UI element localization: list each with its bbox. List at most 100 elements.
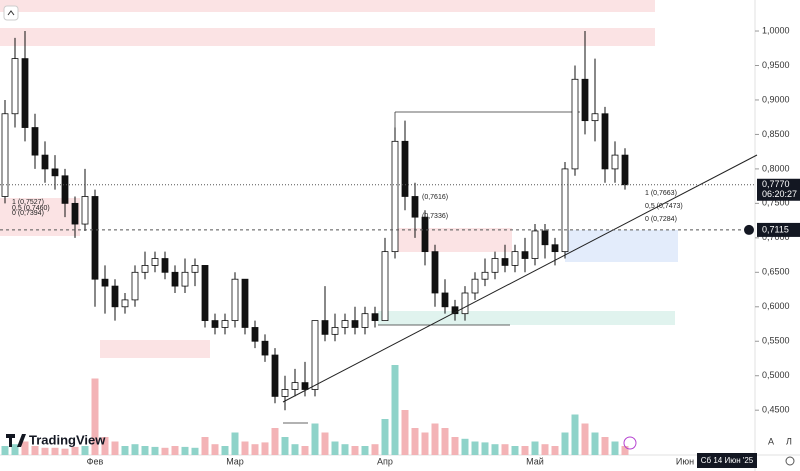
brand: TradingView xyxy=(29,432,106,447)
candle-body xyxy=(571,78,579,170)
volume-bar xyxy=(351,446,359,455)
candle-body xyxy=(241,278,249,328)
last-price-box xyxy=(757,178,800,201)
volume-bar xyxy=(331,441,339,455)
candle-body xyxy=(311,320,319,390)
zone xyxy=(392,228,512,252)
candle-body xyxy=(321,320,329,335)
candle-body xyxy=(191,265,199,273)
candle-body xyxy=(591,113,599,122)
volume-bar xyxy=(261,442,269,455)
volume-bar xyxy=(361,446,369,455)
volume-bar xyxy=(1,446,9,455)
candle-body xyxy=(481,271,489,280)
annotation: 1 (0,7527) xyxy=(12,199,44,206)
volume-bar xyxy=(531,441,539,455)
candle-body xyxy=(541,230,549,246)
volume-bar xyxy=(411,428,419,455)
volume-bar xyxy=(461,438,469,455)
candle-body xyxy=(391,140,399,253)
candle-body xyxy=(101,278,109,287)
candle-body xyxy=(201,265,209,321)
volume-bar xyxy=(241,441,249,455)
y-tick-label: 0,9000 xyxy=(762,94,790,104)
volume-bar xyxy=(611,441,619,455)
y-tick-label: 0,5000 xyxy=(762,370,790,380)
volume-bar xyxy=(441,428,449,455)
candle-body xyxy=(41,154,49,170)
candle-body xyxy=(341,320,349,328)
y-tick-label: 0,8000 xyxy=(762,163,790,173)
volume-bar xyxy=(281,437,289,455)
volume-bar xyxy=(251,444,259,455)
scale-button[interactable]: A xyxy=(768,436,774,446)
x-tick-label: Май xyxy=(526,456,544,466)
alert-icon[interactable] xyxy=(623,436,637,450)
candle-body xyxy=(61,175,69,204)
candle-body xyxy=(521,251,529,259)
candle-body xyxy=(361,313,369,328)
volume-bar xyxy=(581,423,589,455)
candle-body xyxy=(451,306,459,315)
volume-bar xyxy=(191,447,199,455)
annotation: (0,7616) xyxy=(422,194,448,201)
y-tick-label: 0,6500 xyxy=(762,267,790,277)
candle-body xyxy=(251,327,259,342)
candle-body xyxy=(371,313,379,321)
candle-body xyxy=(581,78,589,122)
volume-bar xyxy=(421,432,429,455)
add-button xyxy=(744,224,754,235)
volume-bar xyxy=(231,432,239,455)
candle-body xyxy=(441,292,449,308)
y-tick-label: 0,4500 xyxy=(762,405,790,415)
candle-body xyxy=(331,327,339,335)
volume-bar xyxy=(111,441,119,455)
scale-button[interactable]: Л xyxy=(786,436,792,446)
candle-body xyxy=(621,154,629,186)
volume-bar xyxy=(591,432,599,455)
plot-area xyxy=(1,31,629,455)
volume-bar xyxy=(21,441,29,455)
y-tick-label: 0,9500 xyxy=(762,60,790,70)
volume-bar xyxy=(81,446,89,455)
candle-body xyxy=(351,320,359,328)
volume-bar xyxy=(151,446,159,455)
zone xyxy=(378,311,675,325)
volume-bar xyxy=(291,444,299,455)
volume-bar xyxy=(141,446,149,455)
candle-body xyxy=(281,389,289,397)
settings-icon[interactable] xyxy=(785,456,795,466)
candle-body xyxy=(511,251,519,266)
volume-bar xyxy=(271,428,279,455)
crosshair-price-label: 0,7115 xyxy=(762,224,789,234)
volume-bar xyxy=(201,437,209,455)
zone xyxy=(0,0,655,12)
logo-mark xyxy=(6,434,26,447)
x-tick-label: Июн xyxy=(676,456,694,466)
volume-bar xyxy=(541,444,549,455)
annotation: 1 (0,7663) xyxy=(645,190,677,197)
volume-bar xyxy=(431,423,439,455)
volume-bar xyxy=(521,446,529,455)
collapse-button[interactable] xyxy=(3,5,19,21)
candle-body xyxy=(461,292,469,315)
candle-body xyxy=(221,320,229,328)
candle-body xyxy=(1,113,9,197)
candle-body xyxy=(31,127,39,156)
candle-body xyxy=(491,258,499,273)
y-tick-label: 1,0000 xyxy=(762,25,790,35)
candle-body xyxy=(181,271,189,287)
volume-bar xyxy=(391,365,399,455)
volume-bar xyxy=(321,432,329,455)
volume-bar xyxy=(561,432,569,455)
volume-bar xyxy=(471,441,479,455)
volume-bar xyxy=(11,444,19,455)
candle-body xyxy=(301,382,309,390)
candle-body xyxy=(411,196,419,218)
volume-bar xyxy=(401,410,409,455)
candle-body xyxy=(51,168,59,177)
y-tick-label: 0,5500 xyxy=(762,336,790,346)
volume-bar xyxy=(501,444,509,455)
volume-bar xyxy=(371,444,379,455)
volume-bar xyxy=(481,442,489,455)
